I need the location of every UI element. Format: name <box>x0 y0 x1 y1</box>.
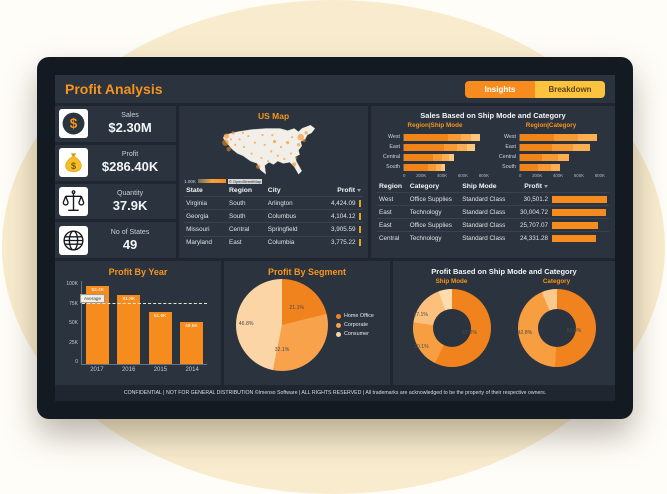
col-city: City <box>267 187 281 194</box>
kpi-profit-value: $286.40K <box>101 159 159 175</box>
profit-minibar <box>358 239 361 247</box>
profit-minibar <box>358 212 361 220</box>
col-profit-sort[interactable]: Profit <box>314 185 363 197</box>
profit-minibar <box>358 225 361 233</box>
dashboard-footer: CONFIDENTIAL | NOT FOR GENERAL DISTRIBUT… <box>55 385 615 401</box>
us-map[interactable] <box>184 123 363 183</box>
kpi-sales: $ Sales $2.30M <box>55 106 177 142</box>
us-map-title: US Map <box>257 111 290 121</box>
ship-mode-chart-label: Region|Ship Mode <box>407 122 463 129</box>
sort-descending-icon <box>357 188 361 192</box>
sales-by-ship-mode-chart[interactable]: West East Central South 0 200K 400K 600K 800… <box>382 133 489 178</box>
table-row: East Technology Standard Class 30,004.72 <box>377 205 609 219</box>
profit-by-year-panel: Profit By Year 100K 75K 50K 25K 0 93.4K 81.8… <box>55 261 221 385</box>
money-bag-icon: $ <box>59 148 88 178</box>
profit-by-year-chart[interactable]: 100K 75K 50K 25K 0 93.4K 81.8K 61.6K 49.5K A… <box>61 281 215 365</box>
region-category-table: Region Category Ship Mode Profit West Of… <box>377 181 609 244</box>
segment-legend: Home Office Corporate Consumer <box>336 310 374 340</box>
dollar-circle-icon: $ <box>59 109 88 139</box>
average-label: Average <box>80 294 106 304</box>
breakdown-button[interactable]: Breakdown <box>535 80 605 98</box>
year-bar-2017[interactable]: 93.4K <box>86 286 110 364</box>
profit-donuts-title: Profit Based on Ship Mode and Category <box>431 267 577 276</box>
ship-mode-donut-chart[interactable]: 57.2% 20.1% 17.1% <box>412 289 491 367</box>
kpi-states: No of States 49 <box>55 222 177 258</box>
svg-text:$: $ <box>70 117 78 132</box>
kpi-states-value: 49 <box>122 236 138 252</box>
table-row: Virginia South Arlington 4,424.09 <box>184 195 363 210</box>
profit-minibar <box>358 199 361 207</box>
us-map-panel: US Map <box>179 106 368 258</box>
profit-databar <box>552 195 607 203</box>
legend-dot-consumer <box>336 331 341 337</box>
sales-by-category-chart[interactable]: West East Central South 0 200K 400K 600K 800… <box>498 133 605 178</box>
kpi-states-label: No of States <box>110 228 150 236</box>
globe-icon <box>59 225 88 255</box>
map-bubbles <box>222 131 308 169</box>
page-title: Profit Analysis <box>65 81 163 97</box>
dashboard: Profit Analysis Insights Breakdown $ <box>55 75 615 401</box>
legend-dot-home-office <box>336 313 341 319</box>
profit-by-segment-title: Profit By Segment <box>267 267 346 277</box>
bottom-row: Profit By Year 100K 75K 50K 25K 0 93.4K 81.8… <box>55 261 615 385</box>
category-chart-label: Region|Category <box>525 122 577 129</box>
view-toggle: Insights Breakdown <box>465 80 605 98</box>
ship-mode-donut-label: Ship Mode <box>435 278 468 285</box>
col-profit-sort[interactable]: Profit <box>514 181 550 193</box>
state-profit-table: State Region City Profit Virginia South … <box>184 185 363 249</box>
insights-button[interactable]: Insights <box>465 80 535 98</box>
kpi-profit-label: Profit <box>121 151 139 159</box>
table-row: Georgia South Columbus 4,104.12 <box>184 209 363 223</box>
year-bar-2015[interactable]: 61.6K <box>148 312 172 364</box>
legend-min-value: 1.00K <box>184 178 196 184</box>
sales-panel-title: Sales Based on Ship Mode and Category <box>420 111 566 120</box>
sort-descending-icon <box>544 184 548 188</box>
table-row: Central Technology Standard Class 24,331… <box>377 231 609 244</box>
footer-text: CONFIDENTIAL | NOT FOR GENERAL DISTRIBUT… <box>123 390 547 396</box>
profit-databar <box>552 221 598 229</box>
legend-gradient <box>197 179 226 183</box>
sales-panel: Sales Based on Ship Mode and Category Re… <box>371 106 615 258</box>
kpi-column: $ Sales $2.30M $ <box>55 106 177 258</box>
dashboard-window: Profit Analysis Insights Breakdown $ <box>37 57 633 419</box>
category-donut-label: Category <box>542 278 571 285</box>
segment-pie-chart[interactable]: 21.1% 32.1% 46.8% <box>236 279 328 371</box>
balance-scale-icon <box>59 186 88 216</box>
table-row: Missouri Central Springfield 3,905.59 <box>184 222 363 237</box>
kpi-profit: $ Profit $286.40K <box>55 144 177 181</box>
kpi-quantity: Quantity 37.9K <box>55 183 177 220</box>
category-donut-chart[interactable]: 50.8% 42.8% <box>517 289 596 367</box>
top-row: $ Sales $2.30M $ <box>55 106 615 258</box>
kpi-quantity-label: Quantity <box>117 189 144 197</box>
average-line <box>82 303 207 304</box>
kpi-sales-label: Sales <box>121 112 139 120</box>
year-bar-2014[interactable]: 49.5K <box>179 322 203 364</box>
map-legend: 1.00K © OpenStreetMap <box>184 177 363 185</box>
col-region: Region <box>229 187 253 194</box>
dashboard-header: Profit Analysis Insights Breakdown <box>55 75 615 103</box>
profit-databar <box>552 234 596 242</box>
table-row: West Office Supplies Standard Class 30,5… <box>377 192 609 206</box>
kpi-sales-value: $2.30M <box>108 120 152 136</box>
profit-databar <box>552 208 606 216</box>
svg-text:$: $ <box>71 161 77 171</box>
profit-donuts-panel: Profit Based on Ship Mode and Category S… <box>393 261 615 385</box>
kpi-quantity-value: 37.9K <box>112 197 148 213</box>
year-bar-2016[interactable]: 81.8K <box>117 295 141 364</box>
profit-by-segment-panel: Profit By Segment 21.1% 32.1% 46.8% Home… <box>224 261 390 385</box>
profit-by-year-title: Profit By Year <box>108 267 168 277</box>
col-state: State <box>186 187 203 194</box>
table-row: Maryland East Columbia 3,775.22 <box>184 235 363 249</box>
table-row: East Office Supplies Standard Class 25,7… <box>377 218 609 232</box>
map-attribution: © OpenStreetMap <box>227 178 263 184</box>
legend-dot-corporate <box>336 322 341 328</box>
